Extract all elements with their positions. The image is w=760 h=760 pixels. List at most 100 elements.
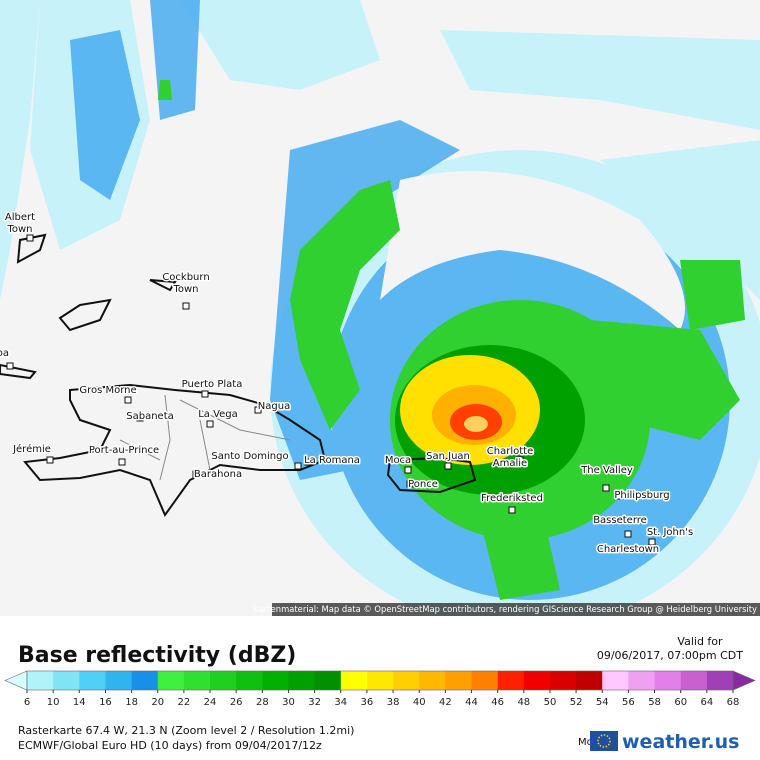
colorbar-tick-label: 60 [674,697,687,708]
colorbar-tick-label: 48 [517,697,530,708]
colorbar-tick-label: 56 [622,697,635,708]
brand[interactable]: weather.us [622,731,739,753]
place-label: aracoa [0,348,9,359]
colorbar-tick-label: 24 [204,697,217,708]
valid-label: Valid for [677,635,723,648]
colorbar-cell [628,671,656,690]
eu-flag [590,731,618,751]
place-marker [136,414,144,422]
place-marker [304,458,312,466]
place-marker [616,492,624,500]
place-label: Town [172,284,198,295]
reflectivity-gap [380,171,685,330]
colorbar-tick-label: 28 [256,697,269,708]
place-label: Charlotte [487,446,533,457]
place-marker [206,420,214,428]
colorbar-cell [183,671,211,690]
place-marker [648,538,656,546]
colorbar-cell [706,671,734,690]
place-label: Charlestown [597,544,659,555]
place-marker [602,484,610,492]
place-marker [508,506,516,514]
colorbar-tick-label: 26 [230,697,243,708]
place-marker [406,480,414,488]
colorbar-cell [210,671,237,690]
colorbar-cell [366,671,394,690]
place-label: La Romana [304,455,360,466]
colorbar-tick-label: 16 [99,697,112,708]
place-marker [46,456,54,464]
colorbar-tick-label: 32 [308,697,321,708]
colorbar-tick-label: 40 [413,697,426,708]
place-marker [124,396,132,404]
colorbar-tick-label: 46 [491,697,504,708]
colorbar-cell [523,671,551,690]
colorbar-tick-label: 30 [282,697,295,708]
place-marker [182,302,190,310]
colorbar-tick-label: 52 [570,697,583,708]
place-label: Moca [385,455,411,466]
colorbar-tick-label: 68 [727,697,740,708]
place-label: Gros Morne [79,385,136,396]
place-label: Philipsburg [614,490,669,501]
place-marker [254,406,262,414]
colorbar-frame [26,670,734,691]
hurricane-eye [464,416,488,432]
eu-stars [597,734,611,748]
colorbar: 6 10 14 16 18 20 22 24 26 28 30 32 34 36 38 40 42 44 46 48 5… [4,670,756,708]
place-marker [616,516,624,524]
colorbar-tick-label: 20 [151,697,164,708]
place-marker [624,530,632,538]
colorbar-cell [445,671,473,690]
place-marker [516,456,524,464]
place-label: Puerto Plata [182,379,243,390]
colorbar-tick-label: 6 [24,697,30,708]
colorbar-tick-label: 36 [361,697,374,708]
colorbar-tick-label: 54 [596,697,609,708]
place-marker [118,458,126,466]
colorbar-cell [576,671,603,690]
place-label: Port-au-Prince [89,445,159,456]
place-label: La Vega [198,409,238,420]
colorbar-cell [131,671,159,690]
valid-time: 09/06/2017, 07:00pm CDT [597,649,743,662]
place-label: San Juan [426,451,470,462]
model-info: ECMWF/Global Euro HD (10 days) from 09/0… [18,739,322,752]
colorbar-cell [262,671,289,690]
borders [119,394,291,481]
place-label: Basseterre [593,515,647,526]
place-label: Sabaneta [126,411,174,422]
place-label: Ponce [408,479,438,490]
place-label: Nagua [258,401,290,412]
place-label: Frederiksted [481,493,543,504]
colorbar-cell [288,671,316,690]
place-label: Santo Domingo [211,451,288,462]
place-marker [192,470,200,478]
colorbar-cell [497,671,525,690]
colorbar-tick-label: 18 [125,697,138,708]
colorbar-cell [314,671,342,690]
colorbar-tick-label: 34 [334,697,347,708]
radar-map: AlbertTownCockburnTownaracoaGros MornePu… [0,0,760,616]
place-label: The Valley [580,465,633,476]
colorbar-tick-label: 10 [47,697,60,708]
colorbar-cell [393,671,420,690]
colorbar-tick-label: 22 [178,697,191,708]
colorbar-cell [602,671,629,690]
colorbar-tick-label: 38 [387,697,400,708]
place-marker [201,390,209,398]
colorbar-cell [549,671,577,690]
place-marker [26,234,34,242]
place-label: Town [6,224,32,235]
colorbar-end [732,670,756,691]
colorbar-cell [105,671,133,690]
attribution: Kartenmaterial: Map data © OpenStreetMap… [253,604,757,614]
place-marker [294,462,302,470]
colorbar-tick-label: 64 [700,697,713,708]
colorbar-tick-label: 44 [465,697,478,708]
place-label: Cockburn [162,272,209,283]
place-label: Amalie [493,458,527,469]
colorbar-cell [79,671,106,690]
colorbar-cell [419,671,446,690]
